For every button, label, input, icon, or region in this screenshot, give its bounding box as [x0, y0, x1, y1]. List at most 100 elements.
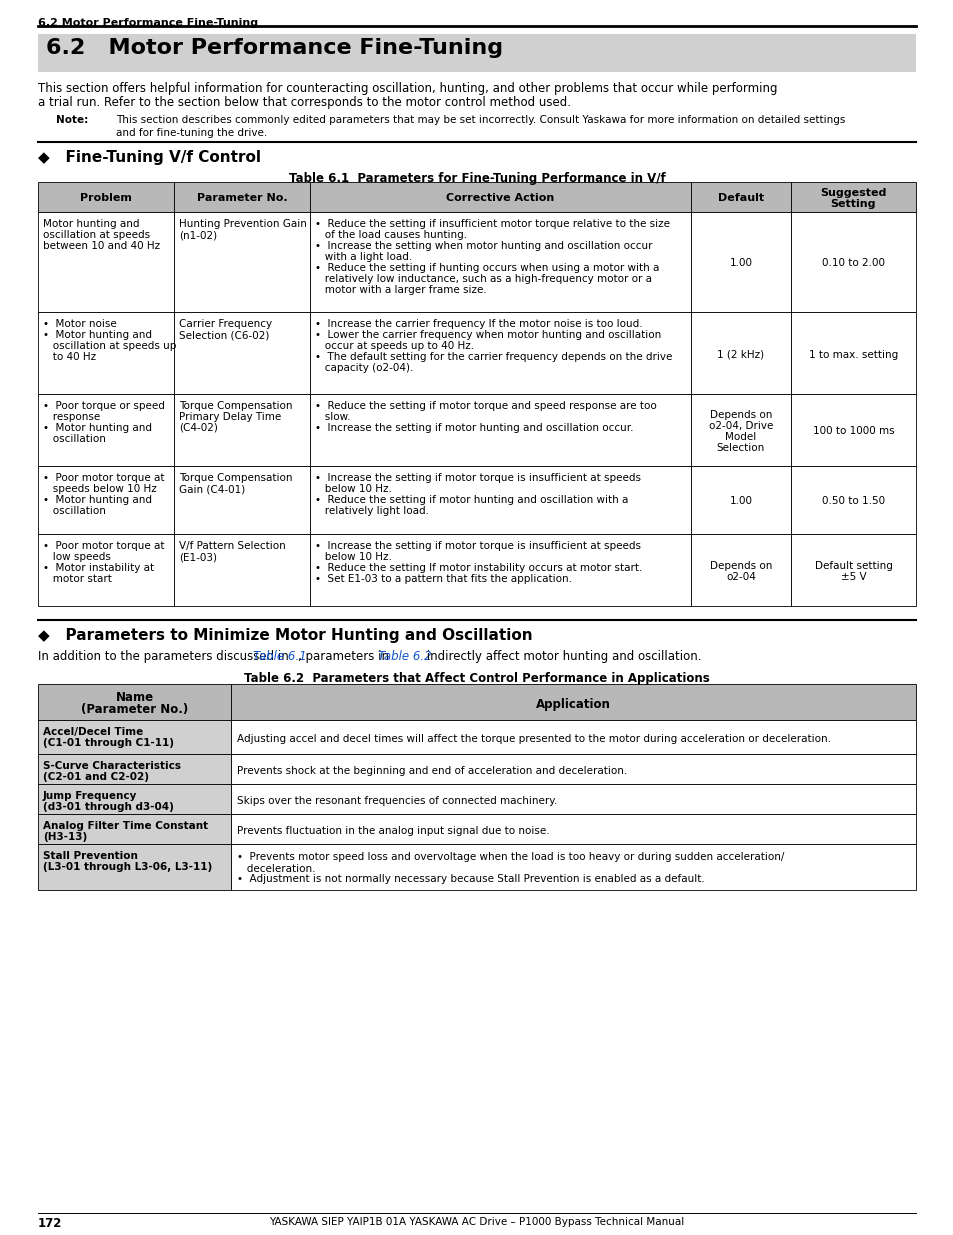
Text: Selection (C6-02): Selection (C6-02) [179, 330, 269, 340]
Text: •  Motor hunting and: • Motor hunting and [43, 330, 152, 340]
Text: relatively low inductance, such as a high-frequency motor or a: relatively low inductance, such as a hig… [314, 274, 651, 284]
Text: •  Motor noise: • Motor noise [43, 319, 116, 329]
Text: •  Reduce the setting If motor instability occurs at motor start.: • Reduce the setting If motor instabilit… [314, 563, 641, 573]
Text: (C1-01 through C1-11): (C1-01 through C1-11) [43, 739, 173, 748]
Text: Table 6.1: Table 6.1 [253, 650, 306, 663]
Text: with a light load.: with a light load. [314, 252, 412, 262]
Text: (L3-01 through L3-06, L3-11): (L3-01 through L3-06, L3-11) [43, 862, 212, 872]
Text: Analog Filter Time Constant: Analog Filter Time Constant [43, 821, 208, 831]
Text: ◆   Fine-Tuning V/f Control: ◆ Fine-Tuning V/f Control [38, 149, 261, 165]
Text: •  Lower the carrier frequency when motor hunting and oscillation: • Lower the carrier frequency when motor… [314, 330, 660, 340]
Text: Depends on: Depends on [709, 410, 771, 420]
Text: This section describes commonly edited parameters that may be set incorrectly. C: This section describes commonly edited p… [116, 115, 844, 125]
Text: Name: Name [115, 692, 153, 704]
Bar [38, 312, 173, 394]
Bar [690, 212, 790, 312]
Text: (d3-01 through d3-04): (d3-01 through d3-04) [43, 802, 173, 811]
Text: •  Increase the setting if motor hunting and oscillation occur.: • Increase the setting if motor hunting … [314, 424, 633, 433]
Text: ±5 V: ±5 V [840, 572, 865, 582]
Text: 1.00: 1.00 [729, 258, 752, 268]
Text: 0.10 to 2.00: 0.10 to 2.00 [821, 258, 884, 268]
Bar [690, 182, 790, 212]
Text: •  Poor motor torque at: • Poor motor torque at [43, 541, 164, 551]
Text: to 40 Hz: to 40 Hz [43, 352, 96, 362]
Text: •  Motor hunting and: • Motor hunting and [43, 424, 152, 433]
Bar [38, 784, 231, 814]
Text: Accel/Decel Time: Accel/Decel Time [43, 727, 143, 737]
Text: 1 (2 kHz): 1 (2 kHz) [717, 350, 763, 359]
Bar [173, 394, 310, 466]
Text: Table 6.2: Table 6.2 [377, 650, 431, 663]
Bar [231, 755, 915, 784]
Text: Jump Frequency: Jump Frequency [43, 790, 137, 802]
Text: Table 6.2  Parameters that Affect Control Performance in Applications: Table 6.2 Parameters that Affect Control… [244, 672, 709, 685]
Bar [231, 844, 915, 890]
Text: of the load causes hunting.: of the load causes hunting. [314, 230, 467, 240]
Text: (Parameter No.): (Parameter No.) [81, 703, 188, 716]
Text: occur at speeds up to 40 Hz.: occur at speeds up to 40 Hz. [314, 341, 474, 351]
Text: Depends on: Depends on [709, 561, 771, 571]
Text: response: response [43, 412, 100, 422]
Bar [38, 212, 173, 312]
Text: 172: 172 [38, 1216, 62, 1230]
Text: ◆   Parameters to Minimize Motor Hunting and Oscillation: ◆ Parameters to Minimize Motor Hunting a… [38, 629, 532, 643]
Bar [38, 182, 173, 212]
Text: Motor hunting and: Motor hunting and [43, 219, 139, 228]
Text: (C2-01 and C2-02): (C2-01 and C2-02) [43, 772, 149, 782]
Text: Corrective Action: Corrective Action [446, 193, 554, 203]
Text: , parameters in: , parameters in [297, 650, 393, 663]
Text: (C4-02): (C4-02) [179, 424, 217, 433]
Text: Note:: Note: [56, 115, 89, 125]
Bar [38, 35, 915, 72]
Bar [310, 312, 690, 394]
Bar [310, 182, 690, 212]
Text: •  Reduce the setting if motor torque and speed response are too: • Reduce the setting if motor torque and… [314, 401, 656, 411]
Text: Parameter No.: Parameter No. [196, 193, 287, 203]
Text: (E1-03): (E1-03) [179, 552, 216, 562]
Text: •  Increase the setting when motor hunting and oscillation occur: • Increase the setting when motor huntin… [314, 241, 652, 251]
Text: •  Reduce the setting if motor hunting and oscillation with a: • Reduce the setting if motor hunting an… [314, 495, 628, 505]
Text: 100 to 1000 ms: 100 to 1000 ms [812, 426, 893, 436]
Text: speeds below 10 Hz: speeds below 10 Hz [43, 484, 156, 494]
Text: In addition to the parameters discussed in: In addition to the parameters discussed … [38, 650, 293, 663]
Text: oscillation: oscillation [43, 506, 106, 516]
Bar [310, 212, 690, 312]
Text: •  Reduce the setting if hunting occurs when using a motor with a: • Reduce the setting if hunting occurs w… [314, 263, 659, 273]
Bar [38, 466, 173, 534]
Bar [690, 466, 790, 534]
Bar [173, 212, 310, 312]
Text: 0.50 to 1.50: 0.50 to 1.50 [821, 496, 884, 506]
Text: •  Motor instability at: • Motor instability at [43, 563, 154, 573]
Text: Model: Model [724, 432, 756, 442]
Text: relatively light load.: relatively light load. [314, 506, 429, 516]
Text: •  Poor torque or speed: • Poor torque or speed [43, 401, 165, 411]
Bar [38, 534, 173, 606]
Text: below 10 Hz.: below 10 Hz. [314, 552, 392, 562]
Bar [790, 394, 915, 466]
Bar [690, 312, 790, 394]
Text: Torque Compensation: Torque Compensation [179, 473, 293, 483]
Text: YASKAWA SIEP YAIP1B 01A YASKAWA AC Drive – P1000 Bypass Technical Manual: YASKAWA SIEP YAIP1B 01A YASKAWA AC Drive… [269, 1216, 684, 1228]
Bar [38, 684, 231, 720]
Bar [310, 534, 690, 606]
Text: Prevents shock at the beginning and end of acceleration and deceleration.: Prevents shock at the beginning and end … [236, 766, 626, 776]
Text: motor start: motor start [43, 574, 112, 584]
Text: Torque Compensation: Torque Compensation [179, 401, 293, 411]
Text: o2-04, Drive: o2-04, Drive [708, 421, 772, 431]
Text: •  Set E1-03 to a pattern that fits the application.: • Set E1-03 to a pattern that fits the a… [314, 574, 572, 584]
Bar [173, 182, 310, 212]
Text: oscillation at speeds: oscillation at speeds [43, 230, 150, 240]
Text: motor with a larger frame size.: motor with a larger frame size. [314, 285, 486, 295]
Text: (H3-13): (H3-13) [43, 832, 87, 842]
Text: •  Increase the setting if motor torque is insufficient at speeds: • Increase the setting if motor torque i… [314, 473, 640, 483]
Text: 6.2 Motor Performance Fine-Tuning: 6.2 Motor Performance Fine-Tuning [38, 19, 258, 28]
Bar [790, 466, 915, 534]
Text: Skips over the resonant frequencies of connected machinery.: Skips over the resonant frequencies of c… [236, 795, 557, 805]
Text: Problem: Problem [80, 193, 132, 203]
Bar [38, 394, 173, 466]
Text: Default setting: Default setting [814, 561, 891, 571]
Bar [790, 534, 915, 606]
Bar [173, 466, 310, 534]
Text: 1.00: 1.00 [729, 496, 752, 506]
Text: capacity (o2-04).: capacity (o2-04). [314, 363, 413, 373]
